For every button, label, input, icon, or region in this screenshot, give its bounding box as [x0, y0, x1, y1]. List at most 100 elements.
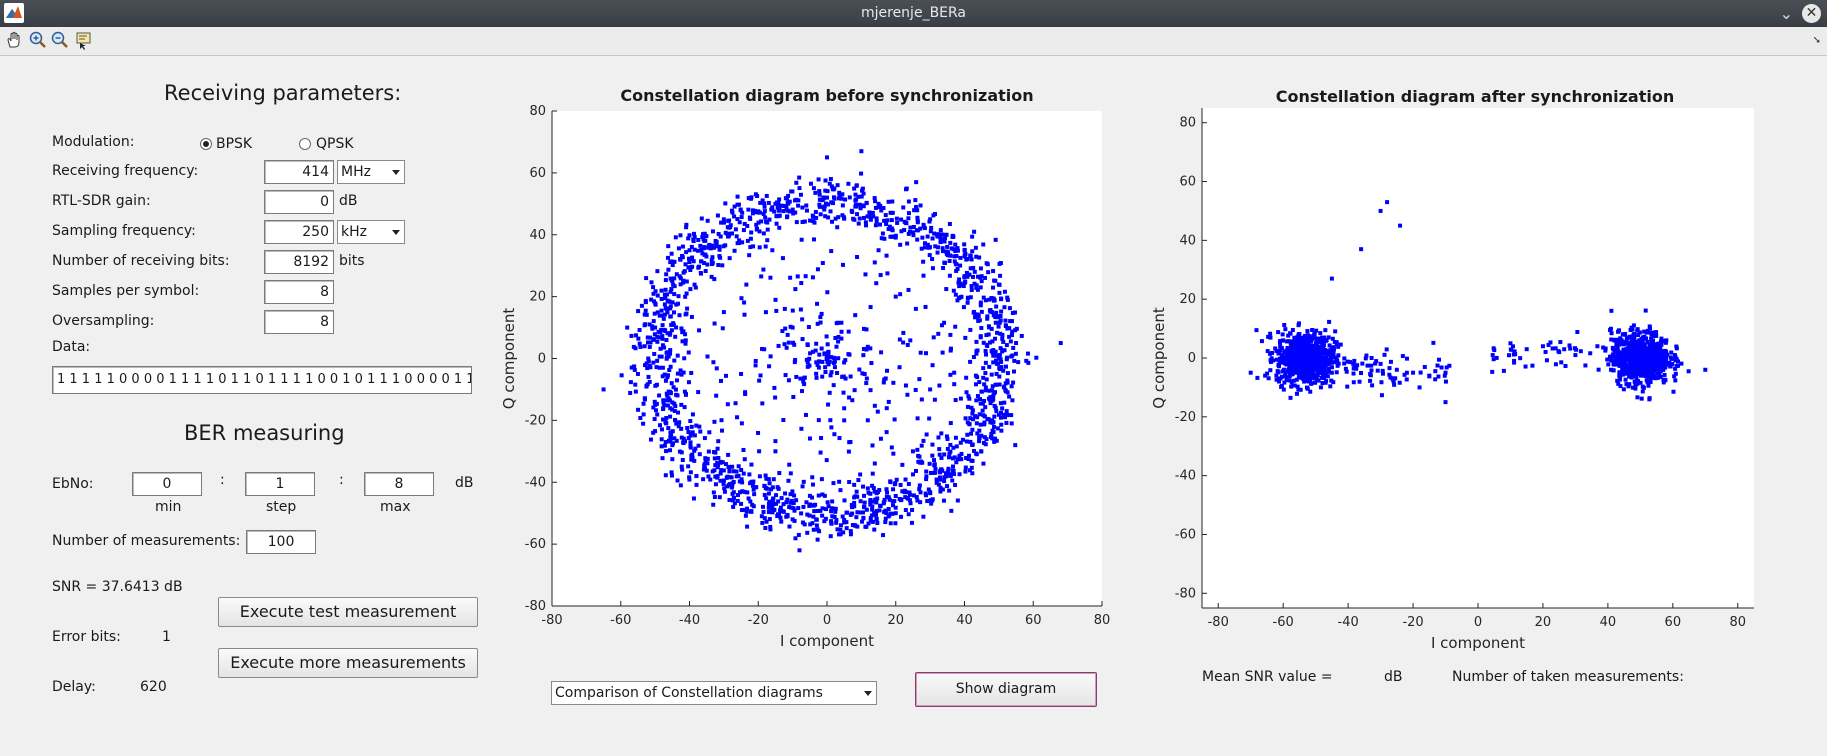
colon-separator: : — [220, 472, 225, 488]
constellation-after-plot[interactable]: -80 -60 -40 -20 0 20 40 60 80806040200-20-40-60-… — [1140, 100, 1780, 660]
x-tick-label: 40 — [1600, 615, 1617, 630]
data-point — [662, 443, 667, 448]
data-point — [760, 346, 765, 351]
data-point — [971, 354, 976, 359]
data-point — [694, 423, 699, 428]
data-point — [1618, 384, 1623, 389]
data-point — [852, 217, 857, 222]
data-point — [754, 485, 759, 490]
data-point — [776, 499, 781, 504]
data-point — [912, 208, 917, 213]
data-point — [1648, 356, 1653, 361]
data-point — [990, 384, 995, 389]
measurements-label: Number of measurements: — [52, 533, 241, 549]
data-point — [687, 248, 692, 253]
data-point — [949, 246, 954, 251]
data-point — [1329, 276, 1334, 281]
data-point — [1512, 358, 1517, 363]
measurements-input[interactable]: 100 — [246, 530, 316, 554]
execute-more-button[interactable]: Execute more measurements — [218, 648, 478, 678]
data-point — [970, 274, 975, 279]
data-point — [763, 215, 768, 220]
data-point — [822, 493, 827, 498]
qpsk-radio[interactable] — [299, 138, 311, 150]
minimize-chevron-icon[interactable]: ⌄ — [1779, 4, 1793, 23]
frequency-unit-dropdown[interactable]: MHz — [337, 160, 405, 184]
receiving-bits-input[interactable]: 8192 — [264, 250, 334, 274]
data-point — [947, 221, 952, 226]
data-point — [838, 523, 843, 528]
dock-arrow-icon[interactable]: ➘ — [1812, 35, 1821, 46]
data-point — [1631, 332, 1636, 337]
data-point — [1318, 385, 1323, 390]
data-point — [709, 258, 714, 263]
data-point — [819, 311, 824, 316]
ebno-min-input[interactable]: 0 — [132, 472, 202, 496]
data-point — [674, 325, 679, 330]
data-point — [1661, 356, 1666, 361]
data-point — [644, 383, 649, 388]
ebno-max-input[interactable]: 8 — [364, 472, 434, 496]
data-point — [973, 312, 978, 317]
data-point — [1621, 342, 1626, 347]
bpsk-radio[interactable] — [200, 138, 212, 150]
data-point — [1302, 333, 1307, 338]
data-point — [893, 493, 898, 498]
data-point — [952, 370, 957, 375]
close-icon[interactable]: ✕ — [1802, 4, 1821, 23]
data-point — [770, 207, 775, 212]
oversampling-input[interactable]: 8 — [264, 310, 334, 334]
data-point — [1308, 366, 1313, 371]
data-point — [666, 426, 671, 431]
data-point — [983, 385, 988, 390]
data-point — [726, 452, 731, 457]
data-point — [1009, 354, 1014, 359]
data-point — [692, 282, 697, 287]
data-point — [955, 498, 960, 503]
data-point — [1004, 343, 1009, 348]
data-cursor-icon[interactable] — [74, 30, 94, 50]
data-point — [641, 421, 646, 426]
zoom-in-icon[interactable] — [28, 30, 48, 50]
data-point — [710, 229, 715, 234]
data-point — [1002, 289, 1007, 294]
diagram-type-dropdown[interactable]: Comparison of Constellation diagrams — [551, 681, 877, 705]
samples-per-symbol-input[interactable]: 8 — [264, 280, 334, 304]
sampling-frequency-input[interactable]: 250 — [264, 220, 334, 244]
data-point — [978, 422, 983, 427]
data-input[interactable]: 1 1 1 1 1 0 0 0 0 1 1 1 1 0 1 1 0 1 1 1 … — [52, 366, 472, 394]
data-point — [847, 195, 852, 200]
data-point — [817, 197, 822, 202]
data-point — [952, 254, 957, 259]
data-point — [826, 359, 831, 364]
data-point — [1003, 387, 1008, 392]
data-point — [1315, 354, 1320, 359]
sampling-unit-dropdown[interactable]: kHz — [337, 220, 405, 244]
data-point — [1004, 364, 1009, 369]
data-point — [959, 457, 964, 462]
data-point — [784, 500, 789, 505]
data-point — [917, 487, 922, 492]
data-point — [767, 217, 772, 222]
ebno-step-input[interactable]: 1 — [245, 472, 315, 496]
gain-input[interactable]: 0 — [264, 190, 334, 214]
data-point — [999, 422, 1004, 427]
execute-test-button[interactable]: Execute test measurement — [218, 597, 478, 627]
modulation-label: Modulation: — [52, 134, 135, 150]
data-point — [994, 409, 999, 414]
data-point — [969, 465, 974, 470]
data-point — [890, 199, 895, 204]
data-point — [720, 263, 725, 268]
data-point — [1297, 344, 1302, 349]
error-bits-label: Error bits: — [52, 629, 121, 645]
data-point — [832, 356, 837, 361]
zoom-out-icon[interactable] — [50, 30, 70, 50]
data-point — [719, 468, 724, 473]
data-point — [757, 474, 762, 479]
constellation-before-plot[interactable]: -80 -60 -40 -20 0 20 40 60 80806040200-20-40-60-… — [490, 100, 1120, 660]
show-diagram-button[interactable]: Show diagram — [915, 672, 1097, 707]
pan-icon[interactable] — [4, 30, 24, 50]
receiving-frequency-input[interactable]: 414 — [264, 160, 334, 184]
data-point — [815, 537, 820, 542]
data-point — [953, 242, 958, 247]
